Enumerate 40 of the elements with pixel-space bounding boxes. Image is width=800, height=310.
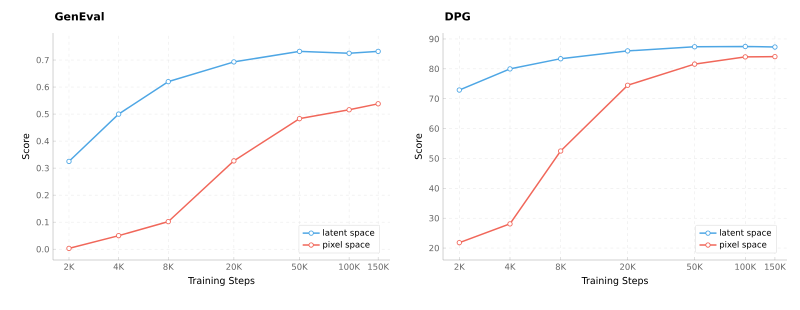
x-tick-label: 150K [368,264,390,270]
y-tick-label: 50 [429,155,439,162]
legend-label: latent space [720,229,772,238]
y-tick-label: 60 [429,125,439,132]
y-tick-label: 20 [429,244,439,252]
y-tick-label: 0.2 [36,192,49,198]
x-axis-title: Training Steps [582,276,648,286]
y-axis-title: Score [22,134,30,160]
x-tick-label: 20K [620,264,636,270]
x-tick-label: 50K [687,264,703,270]
y-axis-title: Score [414,134,422,160]
legend-label: pixel space [720,241,766,250]
y-tick-label: 0.3 [36,164,49,172]
x-tick-label: 20K [226,264,242,270]
legend-label: pixel space [323,241,370,250]
chart-title: GenEval [55,12,104,21]
y-tick-label: 0.6 [36,84,49,90]
x-tick-label: 150K [765,264,786,270]
y-tick-label: 30 [429,214,439,222]
y-tick-label: 80 [429,66,439,72]
chart-title: DPG [446,12,470,21]
x-tick-label: 8K [163,264,174,270]
legend-label: latent space [323,229,374,238]
y-tick-label: 0.1 [36,218,49,226]
x-tick-label: 4K [504,264,516,270]
x-axis-title: Training Steps [188,276,254,286]
x-tick-label: 8K [556,264,566,270]
y-tick-label: 0.7 [36,56,49,64]
y-tick-label: 0.4 [36,138,50,144]
y-tick-label: 40 [429,185,439,192]
y-tick-label: 90 [429,36,439,42]
x-tick-label: 100K [735,264,756,270]
x-tick-label: 100K [339,264,360,270]
x-tick-label: 2K [454,264,465,270]
y-tick-label: 70 [429,96,439,102]
x-tick-label: 50K [292,264,308,270]
y-tick-label: 0.5 [36,110,49,118]
x-tick-label: 4K [114,264,124,270]
x-tick-label: 2K [64,264,75,270]
y-tick-label: 0.0 [36,246,49,252]
